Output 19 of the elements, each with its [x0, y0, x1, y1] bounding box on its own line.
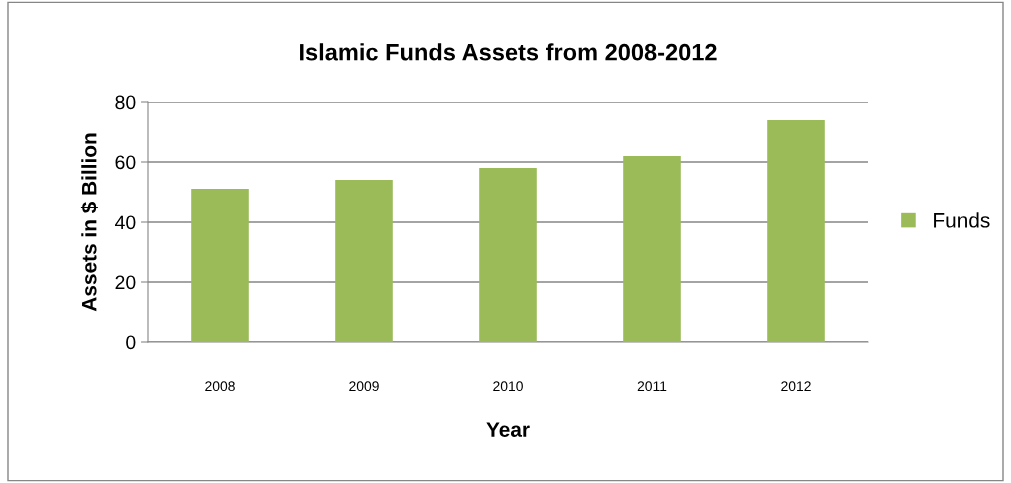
bar	[767, 120, 825, 342]
x-tick-label: 2008	[205, 381, 235, 392]
bar	[479, 168, 537, 342]
y-tick-label: 80	[115, 95, 136, 110]
bar	[191, 189, 249, 342]
bar	[623, 156, 681, 342]
y-tick-label: 40	[115, 215, 136, 230]
legend-label: Funds	[934, 212, 990, 228]
y-tick-label: 20	[115, 275, 136, 290]
y-tick-label: 0	[126, 335, 136, 350]
y-axis-title: Assets in $ Billion	[80, 133, 98, 312]
chart-title: Islamic Funds Assets from 2008-2012	[300, 43, 717, 61]
y-tick-label: 60	[115, 155, 136, 170]
x-tick-label: 2009	[349, 381, 379, 392]
bar	[335, 180, 393, 342]
x-tick-label: 2011	[637, 381, 667, 392]
x-tick-label: 2012	[781, 381, 811, 392]
x-tick-label: 2010	[493, 381, 523, 392]
x-axis-title: Year	[486, 422, 530, 437]
